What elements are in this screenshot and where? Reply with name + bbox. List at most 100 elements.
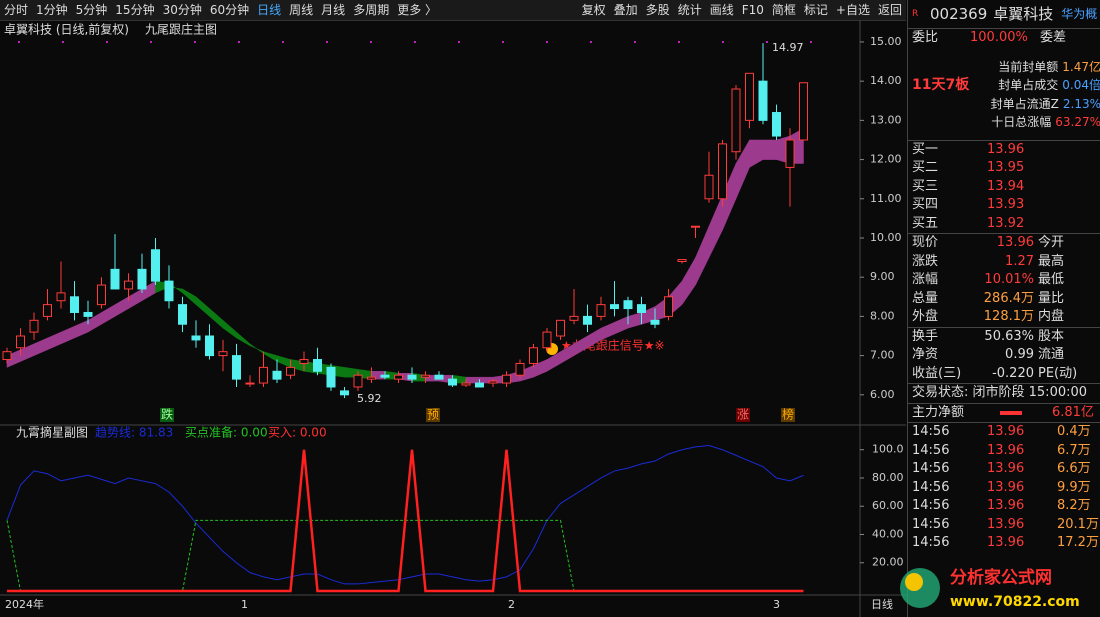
tab[interactable]: 30分钟 xyxy=(162,3,202,17)
tab[interactable]: 更多 〉 xyxy=(397,3,438,17)
button[interactable]: 多股 xyxy=(645,3,670,17)
text: 交易状态: 闭市阶段 15:00:00 xyxy=(912,385,1088,400)
text: 100.00% xyxy=(970,30,1028,45)
candle-body xyxy=(124,280,133,290)
text: 13.96 xyxy=(996,235,1034,250)
candle-body xyxy=(205,335,214,357)
candle-body xyxy=(515,362,525,376)
row: 十日总涨幅 63.27% xyxy=(908,113,1100,132)
high-label: 14.97 xyxy=(772,41,804,54)
dot xyxy=(194,41,196,43)
legend: 买入: 0.00 xyxy=(268,426,327,440)
candle-body xyxy=(461,382,471,386)
text: 量比 xyxy=(1038,290,1065,306)
tab[interactable]: 分时 xyxy=(4,3,29,17)
text: 9.9万 xyxy=(1057,479,1091,495)
text: -0.220 xyxy=(992,365,1034,381)
mark: 预 xyxy=(427,408,439,422)
band xyxy=(128,288,143,309)
text: 换手 xyxy=(912,328,939,344)
band xyxy=(47,331,62,351)
button[interactable]: 叠加 xyxy=(613,3,638,17)
row: 买三 13.94 xyxy=(908,178,1100,197)
button[interactable]: 统计 xyxy=(677,3,702,17)
candle-body xyxy=(394,374,403,380)
tab[interactable]: 15分钟 xyxy=(115,3,155,17)
text: 286.4万 xyxy=(983,290,1034,306)
button[interactable]: F10 xyxy=(741,3,764,17)
band xyxy=(695,226,710,286)
tab[interactable]: 周线 xyxy=(289,3,314,17)
row: 封单占流通Z 2.13% xyxy=(908,95,1100,114)
time-label: 3 xyxy=(773,598,780,611)
button[interactable]: 复权 xyxy=(581,3,606,17)
logo xyxy=(905,573,923,591)
text: 13.96 xyxy=(987,535,1025,550)
row: 换手 50.63% 股本 xyxy=(908,326,1100,347)
tab[interactable]: 月线 xyxy=(321,3,346,17)
button[interactable]: 简框 xyxy=(771,3,796,17)
row: 当前封单额 1.47亿 xyxy=(908,58,1100,77)
candle-body xyxy=(448,378,457,386)
y-tick-label: 10.00 xyxy=(870,231,902,244)
band xyxy=(708,194,723,258)
text: 13.96 xyxy=(987,141,1025,157)
text: 13.96 xyxy=(987,461,1025,476)
candle-body xyxy=(272,370,282,380)
button[interactable]: 画线 xyxy=(709,3,734,17)
row: 14:56 13.96 6.6万 xyxy=(908,460,1100,479)
candle-body xyxy=(43,304,52,317)
button[interactable]: 标记 xyxy=(803,3,828,17)
candle-body xyxy=(326,366,336,388)
time-label: 1 xyxy=(241,598,248,611)
candle-body xyxy=(137,268,147,290)
text: 2.13% xyxy=(1062,96,1100,111)
legend: 趋势线: 81.83 xyxy=(95,426,173,440)
text: 最低 xyxy=(1038,272,1065,287)
time-label: 2 xyxy=(508,598,515,611)
text: 封单占成交 xyxy=(998,78,1059,92)
text: 内盘 xyxy=(1038,309,1065,324)
tab[interactable]: 5分钟 xyxy=(75,3,108,17)
band xyxy=(195,296,210,317)
text: 10.01% xyxy=(984,272,1034,287)
y-tick-label: 9.00 xyxy=(870,270,895,283)
band xyxy=(465,376,480,384)
candle-body xyxy=(799,82,808,141)
band xyxy=(600,321,615,341)
candle-body xyxy=(731,88,741,153)
tab[interactable]: 多周期 xyxy=(353,3,390,17)
text: 现价 xyxy=(912,235,939,250)
band xyxy=(209,308,224,329)
row: 收益(三) -0.220 PE(动) xyxy=(908,365,1100,384)
band xyxy=(182,288,197,306)
text: 外盘 xyxy=(912,309,939,324)
text: 002369 xyxy=(930,5,988,23)
button[interactable]: 返回 xyxy=(877,3,902,17)
candle-body xyxy=(367,376,376,380)
dot xyxy=(634,41,636,43)
tool-buttons: 复权 叠加 多股 统计 画线 F10 简框 标记 +自选 返回 xyxy=(578,0,906,20)
spacer xyxy=(912,113,984,132)
text: 13.92 xyxy=(987,215,1025,231)
low-label: 5.92 xyxy=(357,392,382,405)
tab[interactable]: 1分钟 xyxy=(36,3,68,17)
candle-body xyxy=(218,351,228,357)
dot xyxy=(502,41,504,43)
text: 14:56 xyxy=(912,516,950,532)
y-tick-label: 8.00 xyxy=(870,309,895,322)
row: 涨幅 10.01% 最低 xyxy=(908,271,1100,290)
tab[interactable]: 60分钟 xyxy=(209,3,250,17)
dot xyxy=(18,41,20,43)
text: 8.2万 xyxy=(1057,498,1091,513)
text: 50.63% xyxy=(984,328,1034,344)
watermark: 分析家公式网 www.70822.com xyxy=(900,567,1080,610)
candle-body xyxy=(56,292,66,302)
button[interactable]: +自选 xyxy=(835,3,870,17)
candle-body xyxy=(691,225,700,228)
row: 买四 13.93 xyxy=(908,196,1100,215)
candle-body xyxy=(434,374,444,380)
text: 13.96 xyxy=(987,442,1025,458)
tab[interactable]: 日线 xyxy=(257,3,282,17)
watermark-url: www.70822.com xyxy=(950,594,1080,610)
